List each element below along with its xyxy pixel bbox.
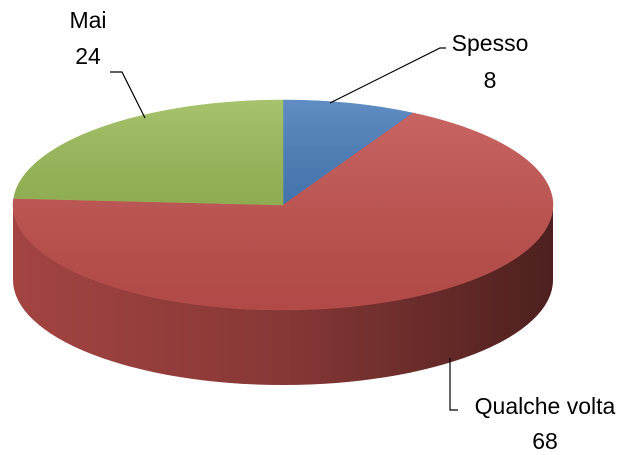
leader-line: [449, 358, 458, 411]
slice-side-shade: [13, 205, 553, 385]
slice-label: Qualche volta: [475, 393, 616, 419]
slice-shade: [13, 100, 284, 205]
leader-line: [110, 71, 146, 119]
leader-line: [329, 47, 446, 104]
pie-tops: [12, 99, 554, 311]
slice-value: 68: [532, 428, 558, 454]
slice-label: Mai: [69, 7, 106, 33]
slice-value: 8: [484, 67, 497, 93]
slice-value: 24: [75, 43, 101, 69]
slice-shade: [283, 100, 414, 205]
slice-shade: [12, 112, 554, 311]
labels: Spesso 8 Qualche volta 68 Mai 24: [69, 7, 615, 454]
pie-sides: [13, 205, 553, 385]
slice-label: Spesso: [452, 30, 529, 56]
